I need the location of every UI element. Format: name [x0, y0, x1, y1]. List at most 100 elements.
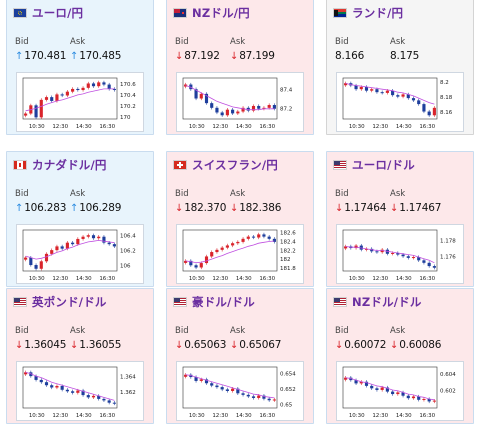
candle-body — [65, 91, 69, 96]
rate-card[interactable]: 英ポンド/ドル Bid Ask ↓1.36045 ↓1.36055 1.364 1… — [6, 288, 154, 424]
y-tick-label: 106.4 — [120, 234, 136, 240]
candle-body — [411, 396, 416, 399]
candle-body — [204, 256, 209, 264]
candle-body — [267, 105, 271, 108]
rate-card[interactable]: ユーロ/円 Bid Ask ↑170.481 ↑170.485 170.6 170… — [6, 0, 154, 135]
card-header[interactable]: NZドル/円 — [173, 5, 250, 21]
candle-body — [112, 88, 116, 91]
card-header[interactable]: ユーロ/ドル — [333, 157, 415, 173]
down-arrow-icon: ↓ — [70, 340, 79, 351]
x-tick-label: 16:30 — [419, 413, 435, 419]
price-chart[interactable]: 0.604 0.602 10:30 12:30 14:30 16:30 — [336, 361, 464, 421]
candle-body — [236, 388, 240, 394]
currency-pair-link[interactable]: ユーロ/円 — [32, 6, 84, 20]
candle-body — [396, 252, 400, 255]
candle-body — [375, 251, 379, 253]
price-chart[interactable]: 8.2 8.18 8.16 10:30 12:30 14:30 16:30 — [336, 72, 464, 132]
down-arrow-icon: ↓ — [335, 203, 344, 214]
plot-frame — [22, 366, 118, 409]
candle-body — [385, 249, 389, 254]
candle-body — [225, 389, 229, 391]
candle-body — [272, 105, 276, 109]
card-header[interactable]: 英ポンド/ドル — [13, 294, 107, 310]
y-tick-label: 181.8 — [280, 266, 296, 272]
candle-body — [220, 247, 224, 250]
card-header[interactable]: スイスフラン/円 — [173, 157, 278, 173]
price-chart[interactable]: 1.364 1.362 10:30 12:30 14:30 16:30 — [16, 361, 144, 421]
currency-pair-link[interactable]: ランド/円 — [352, 6, 404, 20]
eu-flag-icon — [13, 8, 27, 18]
y-tick-label: 182.6 — [280, 231, 296, 237]
ask-value: 8.175 — [390, 50, 420, 62]
candle-body — [50, 97, 54, 101]
rate-card[interactable]: ユーロ/ドル Bid Ask ↓1.17464 ↓1.17467 1.178 1.… — [326, 151, 474, 287]
currency-pair-link[interactable]: 豪ドル/ドル — [192, 295, 255, 309]
down-arrow-icon: ↓ — [390, 203, 399, 214]
price-chart[interactable]: 170.6 170.4 170.2 170 10:30 12:30 14:30 16:30 — [16, 72, 144, 132]
candle-body — [354, 380, 358, 384]
currency-pair-link[interactable]: NZドル/ドル — [352, 295, 422, 309]
candlestick-chart: 8.2 8.18 8.16 10:30 12:30 14:30 16:30 — [342, 77, 453, 130]
price-chart[interactable]: 106.4 106.2 106 10:30 12:30 14:30 16:30 — [16, 224, 144, 284]
candlestick-chart: 0.604 0.602 10:30 12:30 14:30 16:30 — [342, 366, 456, 419]
card-header[interactable]: ランド/円 — [333, 5, 403, 21]
card-header[interactable]: カナダドル/円 — [13, 157, 107, 173]
candle-body — [86, 83, 90, 88]
candle-body — [359, 381, 363, 384]
y-tick-label: 106 — [120, 264, 131, 270]
down-arrow-icon: ↓ — [230, 203, 239, 214]
x-tick-label: 12:30 — [52, 413, 68, 419]
price-chart[interactable]: 87.4 87.2 10:30 12:30 14:30 16:30 — [176, 72, 304, 132]
price-chart[interactable]: 1.178 1.176 10:30 12:30 14:30 16:30 — [336, 224, 464, 284]
down-arrow-icon: ↓ — [175, 340, 184, 351]
rate-card[interactable]: 豪ドル/ドル Bid Ask ↓0.65063 ↓0.65067 0.654 0.… — [166, 288, 314, 424]
ask-label: Ask — [70, 189, 86, 199]
card-header[interactable]: 豪ドル/ドル — [173, 294, 255, 310]
candle-body — [194, 377, 198, 381]
card-header[interactable]: ユーロ/円 — [13, 5, 83, 21]
price-chart[interactable]: 0.654 0.652 0.65 10:30 12:30 14:30 16:30 — [176, 361, 304, 421]
candle-body — [422, 398, 426, 400]
candle-body — [231, 388, 235, 391]
currency-pair-link[interactable]: ユーロ/ドル — [352, 158, 415, 172]
candle-body — [396, 95, 400, 97]
rate-card[interactable]: カナダドル/円 Bid Ask ↑106.283 ↑106.289 106.4 1… — [6, 151, 154, 287]
candlestick-chart: 106.4 106.2 106 10:30 12:30 14:30 16:30 — [22, 229, 136, 282]
plot-frame — [182, 366, 278, 409]
ask-label: Ask — [230, 326, 246, 336]
card-header[interactable]: NZドル/ドル — [333, 294, 422, 310]
ask-label: Ask — [70, 326, 86, 336]
x-tick-label: 10:30 — [29, 276, 45, 282]
y-tick-label: 182.4 — [280, 240, 296, 246]
us-flag-icon — [333, 160, 347, 170]
candle-body — [432, 266, 436, 268]
x-tick-label: 10:30 — [189, 124, 205, 130]
candle-body — [385, 90, 389, 93]
candle-body — [396, 392, 400, 395]
rate-card[interactable]: NZドル/円 Bid Ask ↓87.192 ↓87.199 87.4 87.2 1… — [166, 0, 314, 135]
currency-pair-link[interactable]: スイスフラン/円 — [192, 158, 278, 172]
y-tick-label: 1.176 — [440, 255, 456, 261]
rate-card[interactable]: ランド/円 Bid Ask 8.166 8.175 8.2 8.18 8.16 10:… — [326, 0, 474, 135]
currency-pair-link[interactable]: カナダドル/円 — [32, 158, 107, 172]
moving-average-line — [25, 239, 115, 260]
rate-card[interactable]: スイスフラン/円 Bid Ask ↓182.370 ↓182.386 182.6… — [166, 151, 314, 287]
bid-label: Bid — [15, 189, 29, 199]
candle-body — [262, 395, 266, 399]
y-tick-label: 170.4 — [120, 93, 136, 99]
ask-value: ↓0.65067 — [230, 339, 282, 351]
x-tick-label: 12:30 — [372, 124, 388, 130]
y-tick-label: 1.362 — [120, 390, 136, 396]
currency-pair-link[interactable]: NZドル/円 — [192, 6, 250, 20]
candle-body — [34, 265, 38, 269]
candle-body — [65, 242, 69, 249]
candle-body — [39, 99, 43, 118]
candle-body — [417, 396, 421, 400]
plot-frame — [22, 77, 118, 120]
price-chart[interactable]: 182.6 182.4 182.2 182 181.8 10:30 12:30 14:30 16… — [176, 224, 304, 284]
currency-pair-link[interactable]: 英ポンド/ドル — [32, 295, 107, 309]
candle-body — [344, 83, 348, 86]
x-tick-label: 16:30 — [99, 124, 115, 130]
rate-card[interactable]: NZドル/ドル Bid Ask ↓0.60072 ↓0.60086 0.604 0… — [326, 288, 474, 424]
up-arrow-icon: ↑ — [70, 203, 79, 214]
